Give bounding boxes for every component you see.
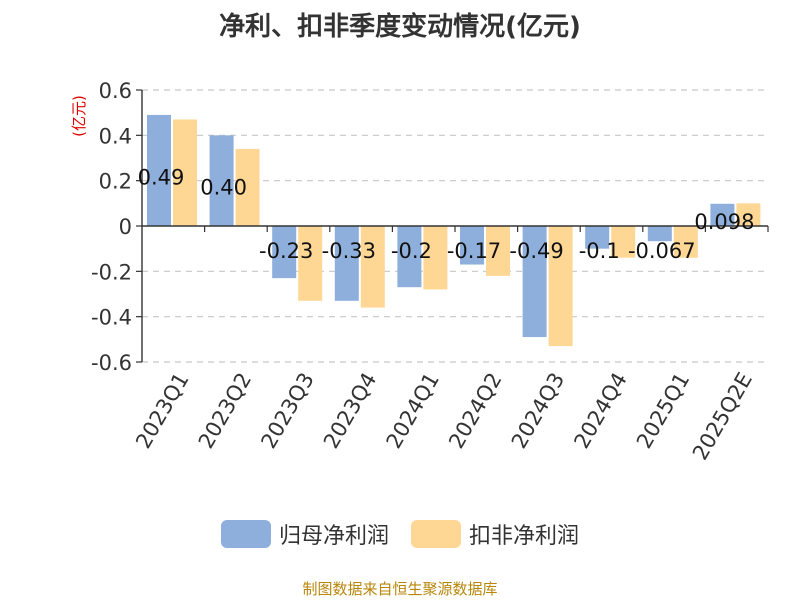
y-tick-label: -0.4 [91,306,132,330]
x-tick-label: 2023Q3 [256,369,318,453]
bar-series-2 [360,226,385,308]
data-label: -0.23 [259,239,313,263]
legend-swatch-series-1 [220,520,271,548]
bar-series-2 [736,203,761,226]
legend-item-series-2[interactable]: 扣非净利润 [411,518,579,550]
bar-series-1 [209,135,234,226]
bar-series-1 [585,226,610,249]
x-tick-label: 2023Q1 [131,369,193,453]
bar-series-2 [486,226,510,276]
y-tick-label: -0.6 [91,351,132,375]
data-label: -0.067 [628,239,696,263]
bar-series-2 [173,119,197,226]
bar-series-1 [334,226,359,301]
legend-swatch-series-2 [411,520,461,548]
y-tick-label: -0.2 [91,260,132,284]
x-tick-label: 2024Q3 [507,369,569,453]
x-tick-label: 2023Q2 [194,369,256,453]
bar-series-2 [548,226,573,347]
data-label: 0.49 [138,165,185,189]
x-tick-label: 2023Q4 [319,369,381,453]
data-label: -0.33 [322,239,376,263]
data-label: -0.49 [509,239,563,263]
bar-series-1 [272,226,297,279]
legend-label-series-1: 归母净利润 [278,524,389,549]
bar-series-2 [423,226,448,290]
x-tick-label: 2024Q4 [569,369,631,453]
x-tick-label: 2025Q1 [632,369,694,453]
y-tick-label: 0.2 [99,170,132,194]
source-note: 制图数据来自恒生聚源数据库 [302,580,498,598]
y-tick-label: 0 [119,215,132,239]
x-tick-label: 2024Q2 [444,369,506,453]
bars [147,114,761,347]
bar-series-1 [460,226,484,265]
chart-title: 净利、扣非季度变动情况(亿元) [219,12,581,42]
x-tick-label: 2025Q2E [688,369,757,465]
bar-series-1 [710,203,735,226]
legend: 归母净利润 扣非净利润 [0,518,800,550]
data-label: 0.098 [694,210,754,234]
bar-series-1 [397,226,422,288]
x-tick-label: 2024Q1 [382,369,444,453]
bar-series-2 [673,226,698,258]
bar-series-1 [147,114,171,226]
data-label: -0.17 [447,239,501,263]
y-tick-label: 0.4 [99,124,132,148]
data-label: -0.1 [579,239,620,263]
y-axis-unit-label: (亿元) [70,95,88,137]
data-labels: 0.49 0.40 -0.23 -0.33 -0.2 -0.17 -0.49 -0.1 -0.0… [138,165,755,263]
data-label: -0.2 [391,239,432,263]
bar-series-2 [611,226,636,258]
legend-label-series-2: 扣非净利润 [469,524,580,549]
bar-series-1 [647,226,672,242]
bar-series-1 [522,226,547,338]
data-label: 0.40 [200,176,247,200]
bar-series-2 [235,148,260,226]
y-tick-label: 0.6 [99,79,132,103]
legend-item-series-1[interactable]: 归母净利润 [220,518,389,550]
bar-series-2 [298,226,323,301]
